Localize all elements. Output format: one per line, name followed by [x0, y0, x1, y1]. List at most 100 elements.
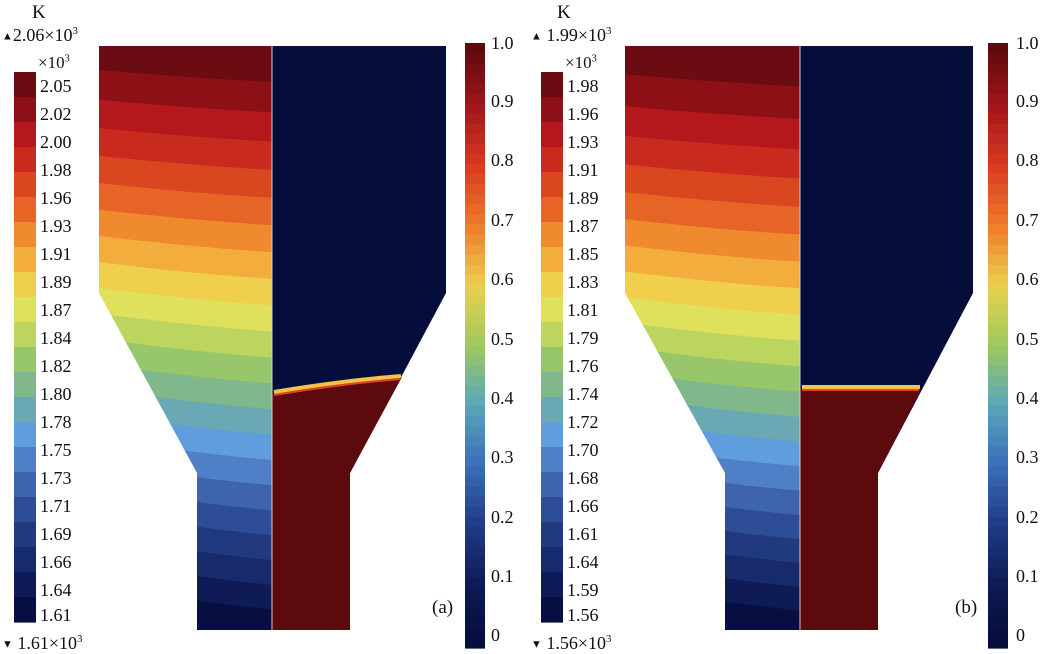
colorbar-segment [465, 164, 485, 175]
colorbar-segment [465, 143, 485, 155]
colorbar-segment [465, 93, 485, 105]
phase-tick: 0.9 [491, 91, 514, 111]
colorbar-segment [988, 486, 1008, 498]
temperature-tick: 1.61 [40, 605, 72, 625]
phase-tick: 0.5 [491, 329, 514, 349]
temperature-tick: 1.91 [567, 160, 599, 180]
colorbar-segment [988, 345, 1008, 357]
temperature-tick: 1.89 [40, 272, 72, 292]
phase-tick: 0.1 [491, 566, 514, 586]
temperature-tick: 1.93 [40, 216, 72, 236]
colorbar-segment [14, 422, 36, 448]
temperature-band [625, 270, 800, 317]
colorbar-segment [988, 93, 1008, 105]
colorbar-segment [988, 496, 1008, 508]
colorbar-segment [465, 587, 485, 599]
colorbar-segment [14, 347, 36, 373]
phase-colorbar [465, 43, 485, 649]
phase-tick: 0.7 [1016, 210, 1039, 230]
colorbar-segment [541, 147, 563, 173]
temperature-tick: 1.87 [567, 216, 599, 236]
colorbar-segment [988, 315, 1008, 326]
phase-tick: 0.2 [491, 507, 514, 527]
colorbar-segment [541, 122, 563, 148]
colorbar-segment [465, 476, 485, 488]
colorbar-segment [14, 572, 36, 598]
colorbar-segment [14, 447, 36, 473]
phase-tick: 0.4 [491, 388, 514, 408]
temperature-band [99, 69, 272, 115]
colorbar-segment [988, 587, 1008, 599]
colorbar-segment [988, 73, 1008, 84]
colorbar-segment [465, 204, 485, 216]
temperature-tick: 2.00 [40, 132, 72, 152]
colorbar-segment [465, 174, 485, 185]
colorbar-segment [465, 617, 485, 629]
colorbar-segment [465, 537, 485, 548]
colorbar-segment [465, 335, 485, 347]
colorbar-segment [465, 607, 485, 619]
phase-interface-edge [273, 378, 401, 396]
temperature-tick: 1.69 [40, 524, 72, 544]
temperature-tick: 1.87 [40, 300, 72, 320]
colorbar-segment [541, 572, 563, 598]
temperature-band [625, 296, 800, 343]
colorbar-segment [465, 254, 485, 266]
colorbar-segment [465, 295, 485, 306]
temperature-unit: K [32, 2, 46, 23]
panel-a-graphics [14, 43, 485, 649]
phase-tick: 0.4 [1016, 388, 1039, 408]
temperature-band [625, 321, 800, 369]
temperature-tick: 1.56 [567, 605, 599, 625]
colorbar-segment [988, 164, 1008, 175]
colorbar-segment [465, 194, 485, 205]
temperature-tick: 1.68 [567, 468, 599, 488]
temperature-tick: 2.05 [40, 76, 72, 96]
temperature-band [99, 46, 272, 84]
max-triangle-icon: ▲ [2, 30, 13, 43]
colorbar-segment [988, 174, 1008, 185]
temperature-tick: 1.82 [40, 356, 72, 376]
phase-tick: 1.0 [1016, 33, 1039, 53]
colorbar-segment [988, 133, 1008, 145]
phase-tick: 0.5 [1016, 329, 1039, 349]
temperature-max-label: ▲ 1.99×103 [531, 25, 612, 45]
temperature-tick: 1.83 [567, 272, 599, 292]
temperature-band [99, 312, 272, 360]
colorbar-segment [465, 53, 485, 64]
colorbar-segment [541, 547, 563, 573]
colorbar-segment [988, 527, 1008, 538]
temperature-band [99, 618, 272, 630]
colorbar-segment [988, 103, 1008, 115]
colorbar-segment [988, 416, 1008, 427]
colorbar-segment [988, 365, 1008, 377]
phase-tick: 0 [491, 625, 500, 645]
phase-tick: 0.8 [1016, 150, 1039, 170]
colorbar-segment [465, 557, 485, 568]
temperature-tick: 1.64 [567, 552, 599, 572]
colorbar-segment [988, 325, 1008, 337]
colorbar-segment [541, 272, 563, 298]
colorbar-segment [14, 197, 36, 223]
colorbar-segment [988, 224, 1008, 236]
colorbar-segment [465, 274, 485, 286]
colorbar-segment [465, 153, 485, 165]
colorbar-segment [541, 497, 563, 523]
temperature-multiplier: ×103 [565, 53, 597, 72]
colorbar-segment [988, 204, 1008, 216]
temperature-tick: 1.81 [567, 300, 599, 320]
temperature-tick: 1.89 [567, 188, 599, 208]
colorbar-segment [14, 172, 36, 198]
colorbar-segment [14, 222, 36, 248]
colorbar-segment [465, 436, 485, 447]
colorbar-segment [988, 194, 1008, 205]
panel-b-graphics [541, 43, 1008, 649]
phase-tick: 0.6 [491, 269, 514, 289]
colorbar-segment [988, 537, 1008, 548]
colorbar-segment [465, 456, 485, 468]
colorbar-segment [465, 567, 485, 579]
colorbar-segment [988, 83, 1008, 95]
colorbar-segment [14, 247, 36, 273]
colorbar-segment [541, 297, 563, 323]
colorbar-segment [465, 43, 485, 54]
